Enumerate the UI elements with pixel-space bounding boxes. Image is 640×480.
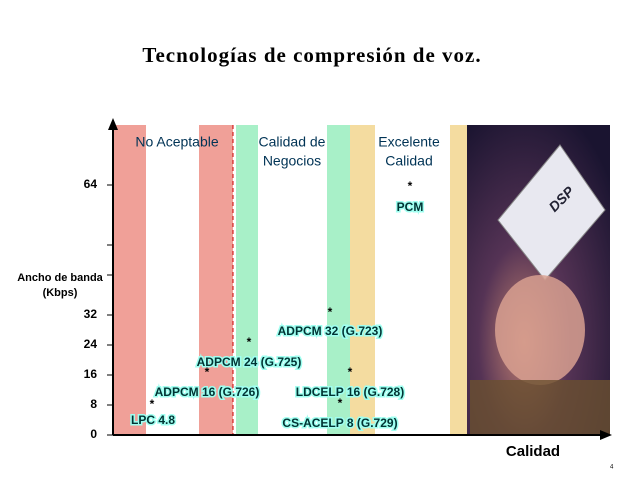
y-tick-label: 16 xyxy=(84,367,98,381)
zone-label: Calidad de xyxy=(259,134,326,150)
arrow xyxy=(600,430,612,440)
point-marker: * xyxy=(205,365,210,379)
point-label: PCM xyxy=(397,200,424,214)
zone-label: No Aceptable xyxy=(135,134,218,150)
point-marker: * xyxy=(150,397,155,411)
point-label: ADPCM 24 (G.725) xyxy=(197,355,302,369)
zone-label: Excelente xyxy=(378,134,440,150)
y-tick-label: 64 xyxy=(84,177,98,191)
band xyxy=(350,125,375,435)
y-tick-label: 8 xyxy=(90,397,97,411)
point-marker: * xyxy=(247,335,252,349)
point-label: ADPCM 32 (G.723) xyxy=(278,324,383,338)
points: *PCM*ADPCM 32 (G.723)*ADPCM 24 (G.725)*A… xyxy=(129,179,424,432)
y-tick-label: 32 xyxy=(84,307,98,321)
arrow xyxy=(108,118,118,130)
point-label: LDCELP 16 (G.728) xyxy=(296,385,404,399)
y-tick-label: 24 xyxy=(84,337,98,351)
zone-label: Calidad xyxy=(385,153,432,169)
zone-label: Negocios xyxy=(263,153,321,169)
y-axis-label: (Kbps) xyxy=(43,287,78,299)
point-label: ADPCM 16 (G.726) xyxy=(155,385,260,399)
dsp-image: DSP xyxy=(467,125,610,435)
y-axis-label: Ancho de banda xyxy=(17,272,103,284)
page-number: 4 xyxy=(610,465,614,471)
band xyxy=(236,125,258,435)
y-tick-label: 0 xyxy=(90,427,97,441)
point-marker: * xyxy=(348,365,353,379)
band xyxy=(199,125,233,435)
x-axis-label: Calidad xyxy=(506,443,560,460)
point-label: LPC 4.8 xyxy=(131,413,175,427)
tick-marks xyxy=(107,184,113,436)
title: Tecnologías de compresión de voz. xyxy=(142,43,481,67)
point-marker: * xyxy=(328,305,333,319)
band xyxy=(327,125,350,435)
point-marker: * xyxy=(408,179,413,193)
band xyxy=(113,125,146,435)
point-label: CS-ACELP 8 (G.729) xyxy=(282,416,397,430)
band xyxy=(450,125,467,435)
point-marker: * xyxy=(338,396,343,410)
